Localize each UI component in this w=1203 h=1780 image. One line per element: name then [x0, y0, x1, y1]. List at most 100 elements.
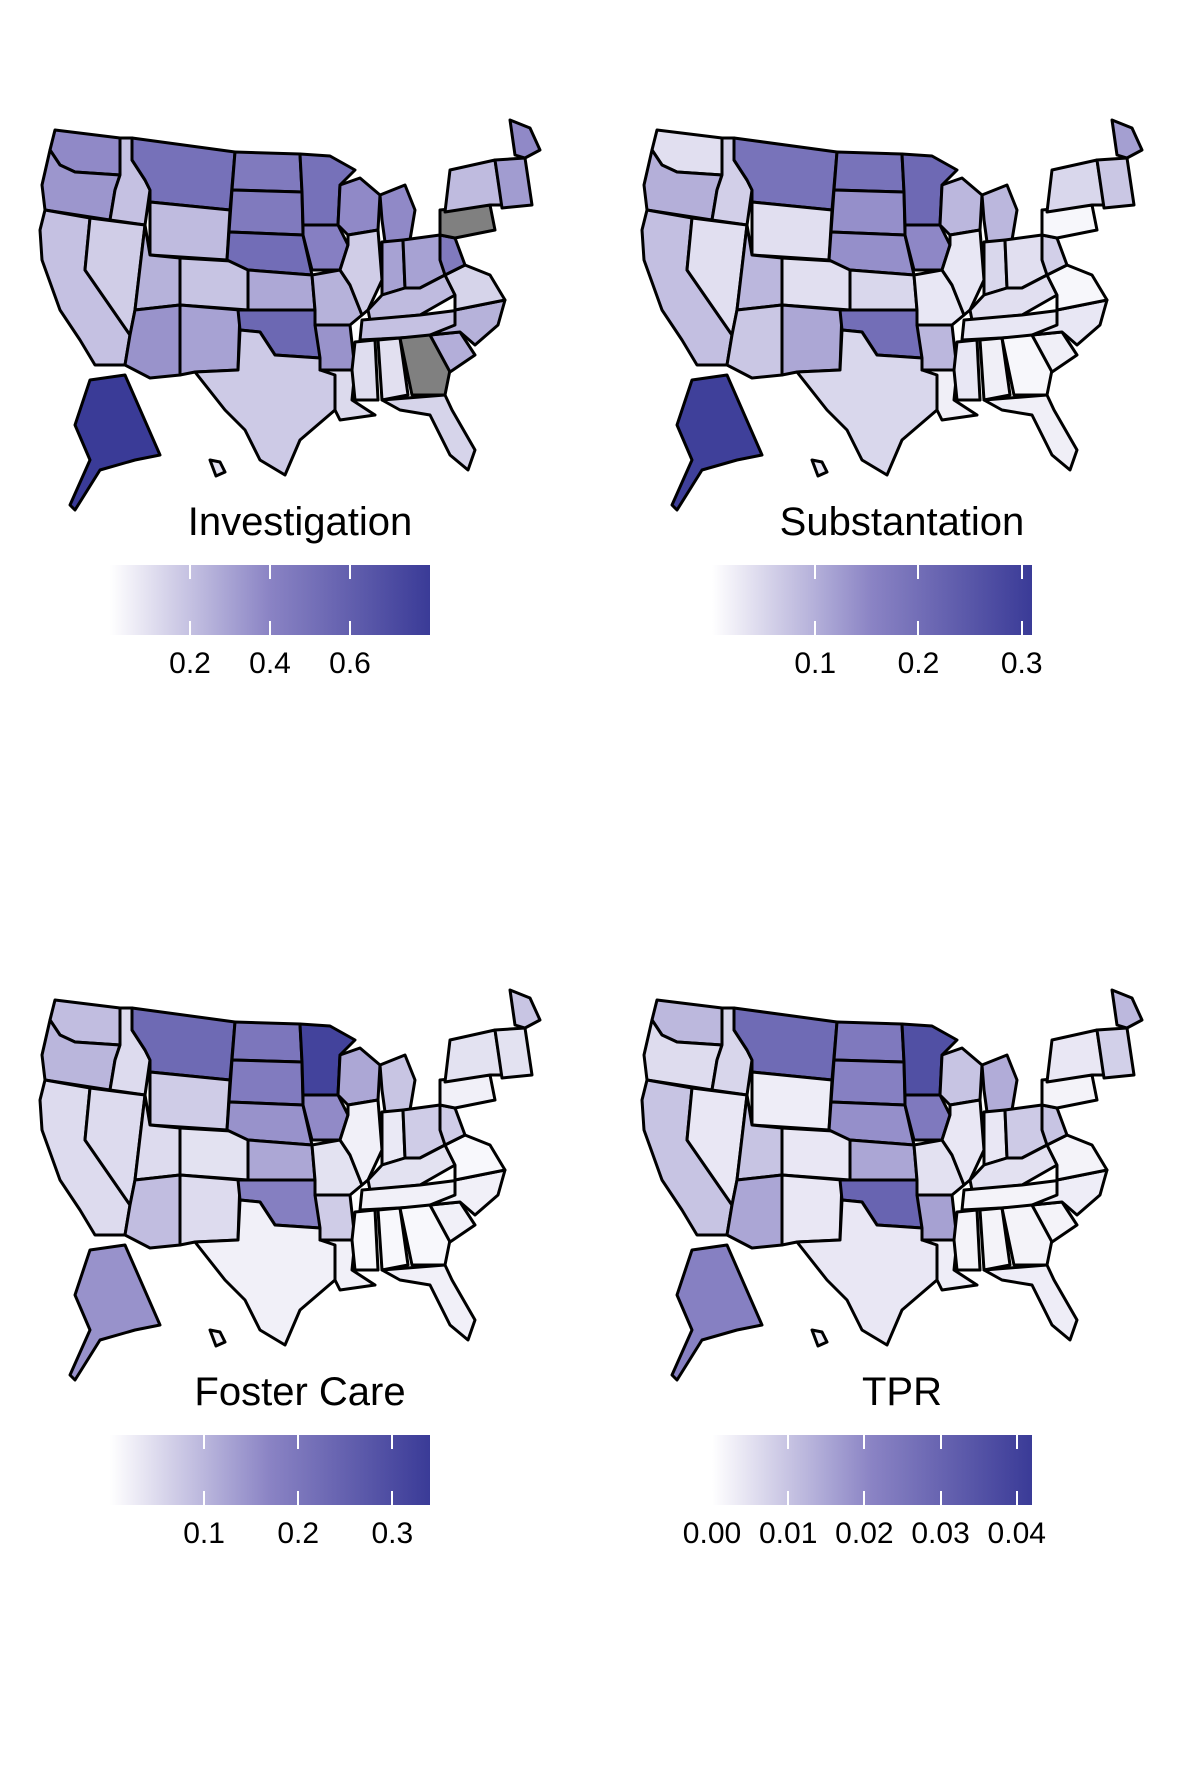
state-wy	[750, 200, 834, 262]
state-wy	[148, 200, 232, 262]
state-nm	[178, 303, 242, 377]
state-nm	[178, 1173, 242, 1247]
colorbar-tick	[349, 565, 351, 579]
state-ar	[313, 1193, 357, 1242]
state-ne-states	[493, 156, 534, 210]
state-ar	[313, 323, 357, 372]
state-al	[978, 1206, 1012, 1272]
state-in	[380, 1108, 407, 1167]
choropleth-map	[640, 988, 1144, 1382]
colorbar-tick	[391, 1491, 394, 1505]
colorbar-tick	[1015, 1491, 1018, 1505]
colorbar-tick	[391, 1435, 394, 1449]
colorbar-tick-label: 0.3	[1000, 647, 1043, 680]
colorbar-tick-label: 0.2	[277, 1517, 320, 1550]
colorbar-tick	[203, 1491, 206, 1505]
state-ak	[670, 373, 764, 512]
colorbar-tick-label: 0.1	[794, 647, 837, 680]
state-il	[940, 1098, 986, 1187]
state-ms	[350, 1208, 380, 1272]
state-nm	[780, 1173, 844, 1247]
state-tx	[193, 1198, 337, 1347]
state-nc	[428, 298, 507, 347]
state-az	[123, 303, 182, 380]
state-sd	[227, 1058, 305, 1107]
choropleth-map	[38, 988, 542, 1382]
state-ak	[670, 1243, 764, 1382]
legend-title: Foster Care	[194, 1370, 406, 1414]
colorbar-tick-label: 0.2	[169, 647, 211, 680]
map-panel-foster-care: Foster Care 0.1 0.2 0.3	[20, 980, 580, 1780]
state-nd	[832, 150, 906, 194]
colorbar-tick-label: 0.04	[987, 1517, 1046, 1550]
state-in	[982, 238, 1009, 297]
state-mi	[378, 183, 417, 244]
state-ny	[443, 1028, 504, 1084]
state-wi	[938, 1046, 984, 1107]
colorbar-tick	[917, 621, 920, 635]
legend-title: TPR	[862, 1370, 942, 1414]
state-hi	[208, 458, 227, 478]
colorbar-tick	[863, 1491, 866, 1505]
state-nd	[832, 1020, 906, 1064]
colorbar-tick	[863, 1435, 866, 1449]
state-ar	[915, 323, 959, 372]
colorbar-tick	[297, 1435, 300, 1449]
state-me	[508, 118, 542, 160]
colorbar-tick	[203, 1435, 206, 1449]
state-nc	[1030, 298, 1109, 347]
state-il	[338, 228, 384, 317]
state-sd	[829, 188, 907, 237]
map-panel-tpr: TPR 0.00 0.01 0.02 0.03 0.04	[622, 980, 1182, 1780]
state-in	[380, 238, 407, 297]
state-ks	[246, 268, 317, 312]
state-me	[508, 988, 542, 1030]
state-ms	[350, 338, 380, 402]
state-fl	[982, 1263, 1079, 1342]
colorbar	[110, 1435, 430, 1505]
state-hi	[208, 1328, 227, 1348]
colorbar-tick-label: 0.01	[758, 1517, 818, 1550]
state-sd	[829, 1058, 907, 1107]
colorbar-tick	[711, 1435, 713, 1449]
map-panel-substantiation: Substantation 0.1 0.2 0.3	[622, 110, 1182, 910]
colorbar-tick-label: 0.3	[371, 1517, 414, 1550]
state-wi	[336, 1046, 382, 1107]
state-az	[725, 1173, 784, 1250]
state-mi	[980, 183, 1019, 244]
colorbar-tick	[349, 621, 351, 635]
legend-title: Investigation	[187, 500, 413, 544]
colorbar-tick-label: 0.6	[329, 647, 371, 680]
state-mi	[980, 1053, 1019, 1114]
state-al	[376, 336, 410, 402]
colorbar-tick	[1020, 565, 1023, 579]
state-ks	[848, 1138, 919, 1182]
state-ny	[443, 158, 504, 214]
state-fl	[380, 393, 477, 472]
state-wi	[336, 176, 382, 237]
state-me	[1110, 118, 1144, 160]
colorbar	[712, 1435, 1032, 1505]
state-hi	[810, 1328, 829, 1348]
colorbar-tick	[189, 565, 191, 579]
colorbar-tick	[917, 565, 920, 579]
state-me	[1110, 988, 1144, 1030]
state-fl	[380, 1263, 477, 1342]
state-ms	[952, 1208, 982, 1272]
state-ks	[246, 1138, 317, 1182]
state-nc	[428, 1168, 507, 1217]
state-ar	[915, 1193, 959, 1242]
colorbar-tick	[711, 1491, 713, 1505]
state-al	[376, 1206, 410, 1272]
colorbar	[712, 565, 1032, 635]
state-wy	[750, 1070, 834, 1132]
colorbar-tick	[297, 1491, 300, 1505]
colorbar-tick	[787, 1435, 790, 1449]
state-ak	[68, 1243, 162, 1382]
colorbar-tick-label: 0.2	[897, 647, 940, 680]
state-ny	[1045, 1028, 1106, 1084]
colorbar-tick	[939, 1491, 942, 1505]
state-tx	[795, 328, 939, 477]
colorbar-tick	[269, 621, 271, 635]
colorbar-tick-label: 0.4	[249, 647, 291, 680]
